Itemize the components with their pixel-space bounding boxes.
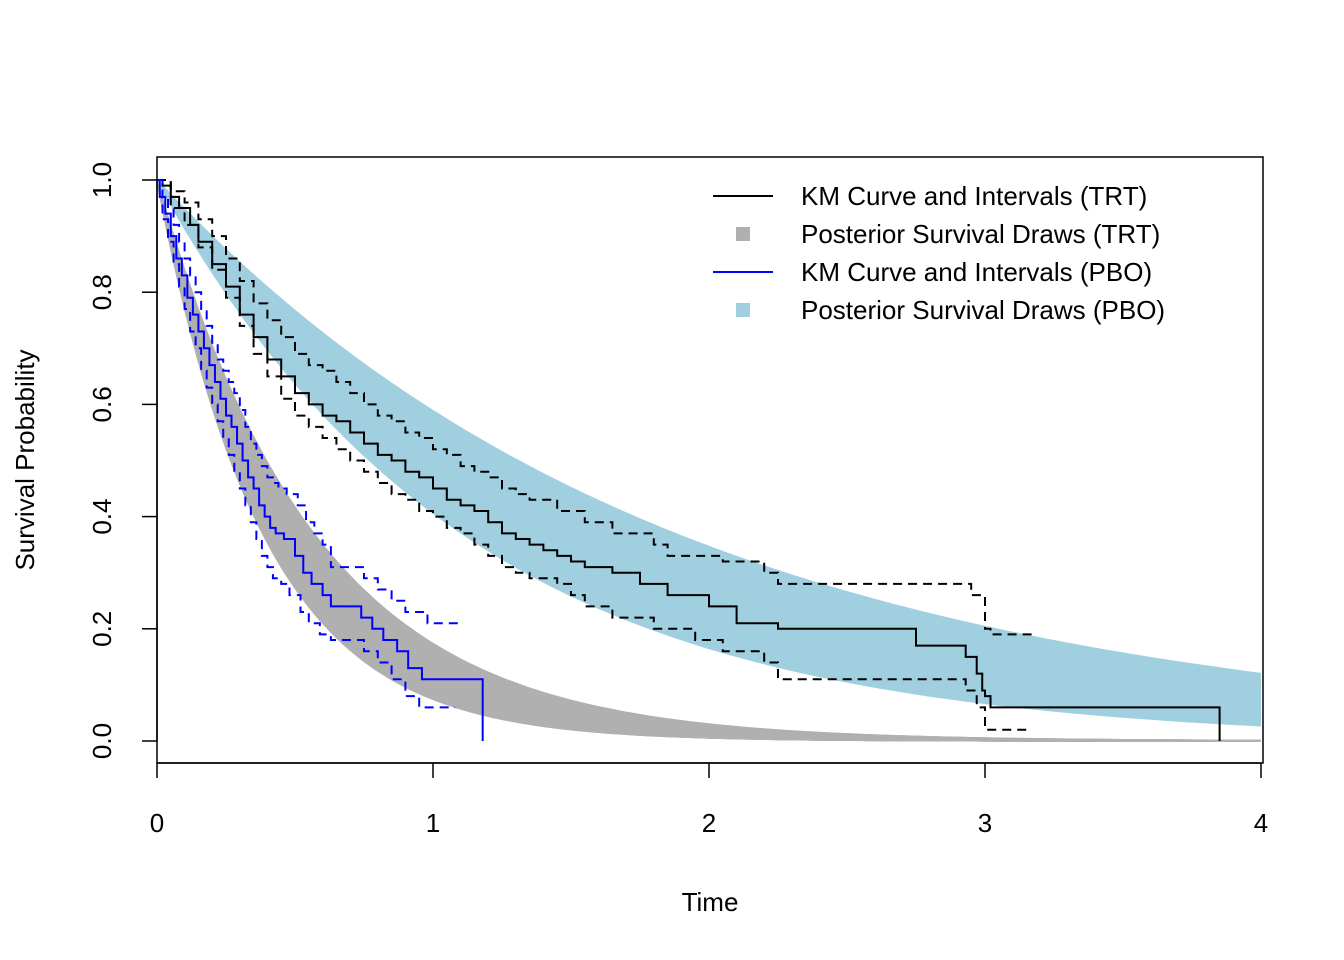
legend: KM Curve and Intervals (TRT) Posterior Su…	[713, 181, 1165, 325]
y-tick-label: 0.8	[87, 274, 117, 310]
legend-square-swatch	[736, 227, 750, 241]
x-axis-title: Time	[682, 887, 739, 917]
y-axis-title: Survival Probability	[10, 349, 40, 570]
km-upper-interval	[157, 179, 461, 625]
x-tick-label: 2	[702, 808, 716, 838]
y-tick-label: 0.0	[87, 723, 117, 759]
km-group-1	[157, 179, 484, 741]
legend-item: Posterior Survival Draws (PBO)	[736, 295, 1165, 325]
y-tick-label: 0.6	[87, 386, 117, 422]
km-group-0	[157, 179, 1221, 741]
km-estimate-line	[157, 179, 1221, 741]
legend-item: KM Curve and Intervals (PBO)	[713, 257, 1152, 287]
x-tick-label: 3	[978, 808, 992, 838]
x-tick-label: 0	[150, 808, 164, 838]
legend-square-swatch	[736, 303, 750, 317]
km-estimate-line	[157, 179, 484, 741]
posterior-draw-line	[156, 179, 1262, 727]
legend-label: Posterior Survival Draws (PBO)	[801, 295, 1165, 325]
legend-label: KM Curve and Intervals (TRT)	[801, 181, 1147, 211]
x-tick-label: 4	[1254, 808, 1268, 838]
posterior-draws-group-0	[156, 179, 1262, 742]
posterior-draw-line	[156, 179, 1261, 742]
legend-label: Posterior Survival Draws (TRT)	[801, 219, 1160, 249]
legend-item: Posterior Survival Draws (TRT)	[736, 219, 1160, 249]
km-curves-layer	[157, 179, 1221, 741]
km-upper-interval	[157, 179, 1032, 636]
x-axis: 0 1 2 3 4	[150, 762, 1268, 838]
y-tick-label: 0.4	[87, 499, 117, 535]
y-axis: 0.0 0.2 0.4 0.6 0.8 1.0	[87, 162, 158, 759]
y-tick-label: 1.0	[87, 162, 117, 198]
legend-item: KM Curve and Intervals (TRT)	[713, 181, 1147, 211]
x-tick-label: 1	[426, 808, 440, 838]
legend-label: KM Curve and Intervals (PBO)	[801, 257, 1152, 287]
y-tick-label: 0.2	[87, 611, 117, 647]
